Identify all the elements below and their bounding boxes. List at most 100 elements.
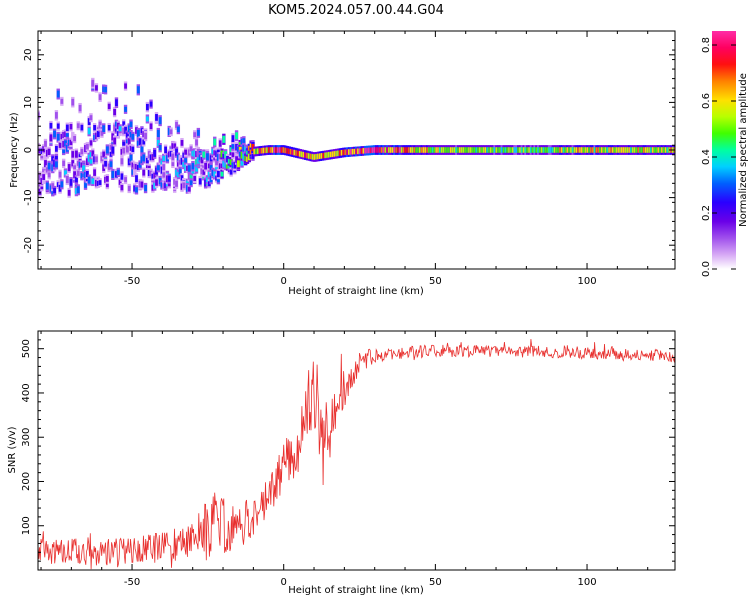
heatmap-cell <box>133 163 137 170</box>
heatmap-cell <box>146 163 149 168</box>
heatmap-cell <box>206 153 209 161</box>
heatmap-cell <box>264 147 268 154</box>
heatmap-cell <box>69 179 73 186</box>
heatmap-cell <box>322 152 326 159</box>
heatmap-cell <box>324 152 328 159</box>
heatmap-cell <box>511 147 515 153</box>
heatmap-cell <box>302 151 306 158</box>
heatmap-cell <box>595 147 599 153</box>
heatmap-cell <box>615 147 619 153</box>
heatmap-cell <box>213 138 217 146</box>
heatmap-cell <box>535 147 539 153</box>
heatmap-cell <box>64 170 67 176</box>
heatmap-cell <box>233 161 237 169</box>
heatmap-cell <box>287 148 291 155</box>
heatmap-cell <box>85 158 89 165</box>
heatmap-cell <box>164 182 167 189</box>
heatmap-cell <box>204 162 208 170</box>
heatmap-cell <box>38 181 42 187</box>
heatmap-cell <box>298 151 302 157</box>
heatmap-cell <box>579 147 582 153</box>
heatmap-cell <box>216 154 220 161</box>
heatmap-cell <box>211 169 215 176</box>
heatmap-cell <box>355 148 359 155</box>
heatmap-cell <box>235 156 238 163</box>
heatmap-cell <box>109 144 113 153</box>
heatmap-cell <box>573 147 577 153</box>
heatmap-cell <box>166 155 169 162</box>
heatmap-cell <box>544 147 548 153</box>
heatmap-cell <box>213 150 217 156</box>
heatmap-cell <box>175 180 178 187</box>
heatmap-cell <box>49 122 53 129</box>
heatmap-cell <box>164 146 167 154</box>
heatmap-cell <box>38 173 42 181</box>
heatmap-cell <box>153 182 157 189</box>
heatmap-cell <box>326 152 329 158</box>
heatmap-cell <box>508 147 511 153</box>
heatmap-cell <box>69 139 73 146</box>
heatmap-cell <box>176 154 180 161</box>
heatmap-cell <box>213 171 217 178</box>
heatmap-cell <box>590 147 593 153</box>
heatmap-cell <box>135 163 138 170</box>
heatmap-cell <box>548 147 552 153</box>
heatmap-cell <box>229 169 233 175</box>
heatmap-cell <box>135 127 138 134</box>
heatmap-cell <box>198 178 202 185</box>
heatmap-cell <box>127 158 131 166</box>
heatmap-cell <box>397 147 400 153</box>
heatmap-cell <box>644 147 648 153</box>
x-tick-label: 0 <box>281 276 287 287</box>
heatmap-cell <box>102 86 106 92</box>
heatmap-cell <box>80 148 84 155</box>
heatmap-cell <box>249 149 253 155</box>
heatmap-cell <box>415 147 419 153</box>
heatmap-cell <box>131 133 135 140</box>
heatmap-cell <box>147 170 151 177</box>
heatmap-cell <box>140 156 144 164</box>
heatmap-cell <box>550 147 553 153</box>
heatmap-cell <box>98 121 102 129</box>
heatmap-cell <box>621 147 624 153</box>
heatmap-cell <box>176 171 180 178</box>
heatmap-cell <box>533 147 537 153</box>
heatmap-cell <box>107 124 111 131</box>
heatmap-cell <box>622 147 626 153</box>
heatmap-cell <box>136 140 140 146</box>
heatmap-cell <box>246 156 249 162</box>
heatmap-cell <box>182 182 186 189</box>
heatmap-cell <box>493 147 497 153</box>
heatmap-cell <box>398 147 402 153</box>
heatmap-cell <box>75 176 78 183</box>
heatmap-cell <box>51 164 55 172</box>
heatmap-cell <box>151 154 155 161</box>
y-tick-label: 10 <box>23 96 34 109</box>
heatmap-cell <box>153 149 157 157</box>
heatmap-cell <box>637 147 641 153</box>
heatmap-cell <box>127 185 131 192</box>
heatmap-cell <box>187 165 191 172</box>
heatmap-cell <box>384 147 388 153</box>
heatmap-cell <box>433 147 437 153</box>
heatmap-cell <box>489 147 493 153</box>
heatmap-cell <box>375 147 379 153</box>
heatmap-cell <box>58 184 62 192</box>
heatmap-cell <box>78 104 82 112</box>
heatmap-cell <box>231 142 235 149</box>
heatmap-cell <box>457 147 461 153</box>
heatmap-cell <box>140 146 144 153</box>
heatmap-cell <box>613 147 617 153</box>
heatmap-cell <box>586 147 590 153</box>
heatmap-cell <box>207 163 211 169</box>
heatmap-cell <box>280 147 284 153</box>
heatmap-cell <box>111 133 115 141</box>
heatmap-cell <box>98 180 102 186</box>
heatmap-cell <box>244 146 248 152</box>
colorbar-tick-label: 0.4 <box>701 149 712 165</box>
heatmap-cell <box>42 146 46 153</box>
heatmap-cell <box>318 153 322 159</box>
heatmap-cell <box>45 149 49 157</box>
heatmap-cell <box>400 147 404 153</box>
